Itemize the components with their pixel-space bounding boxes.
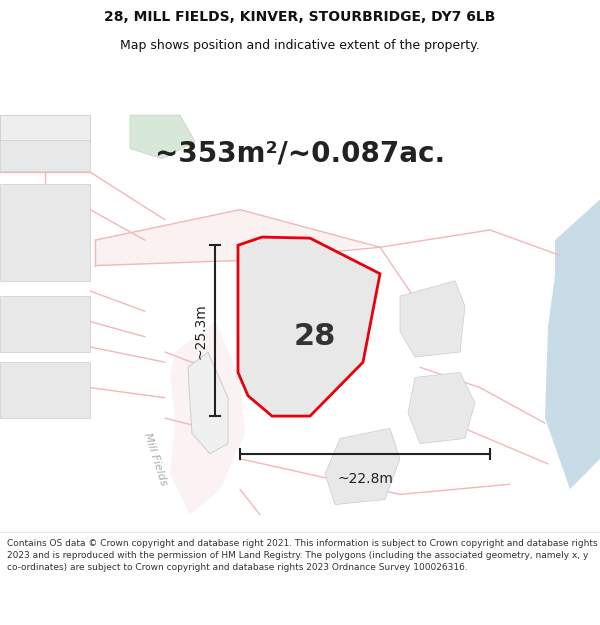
Polygon shape <box>545 199 600 489</box>
Text: ~22.8m: ~22.8m <box>337 472 393 486</box>
Bar <box>0 115 90 141</box>
Polygon shape <box>130 115 195 159</box>
Polygon shape <box>262 266 325 352</box>
Polygon shape <box>325 428 400 504</box>
Text: Contains OS data © Crown copyright and database right 2021. This information is : Contains OS data © Crown copyright and d… <box>7 539 598 572</box>
Polygon shape <box>400 281 465 357</box>
Bar <box>0 184 90 281</box>
Polygon shape <box>95 209 370 266</box>
Polygon shape <box>408 372 475 444</box>
Polygon shape <box>188 352 228 454</box>
Text: Map shows position and indicative extent of the property.: Map shows position and indicative extent… <box>120 39 480 52</box>
Text: Mill Fields: Mill Fields <box>142 431 168 486</box>
Bar <box>0 296 90 352</box>
Bar <box>0 362 90 418</box>
Text: ~25.3m: ~25.3m <box>193 302 207 359</box>
Polygon shape <box>170 321 245 515</box>
Polygon shape <box>238 237 380 416</box>
Text: ~353m²/~0.087ac.: ~353m²/~0.087ac. <box>155 140 445 168</box>
Text: 28, MILL FIELDS, KINVER, STOURBRIDGE, DY7 6LB: 28, MILL FIELDS, KINVER, STOURBRIDGE, DY… <box>104 11 496 24</box>
Text: 28: 28 <box>294 322 336 351</box>
Bar <box>0 115 90 171</box>
